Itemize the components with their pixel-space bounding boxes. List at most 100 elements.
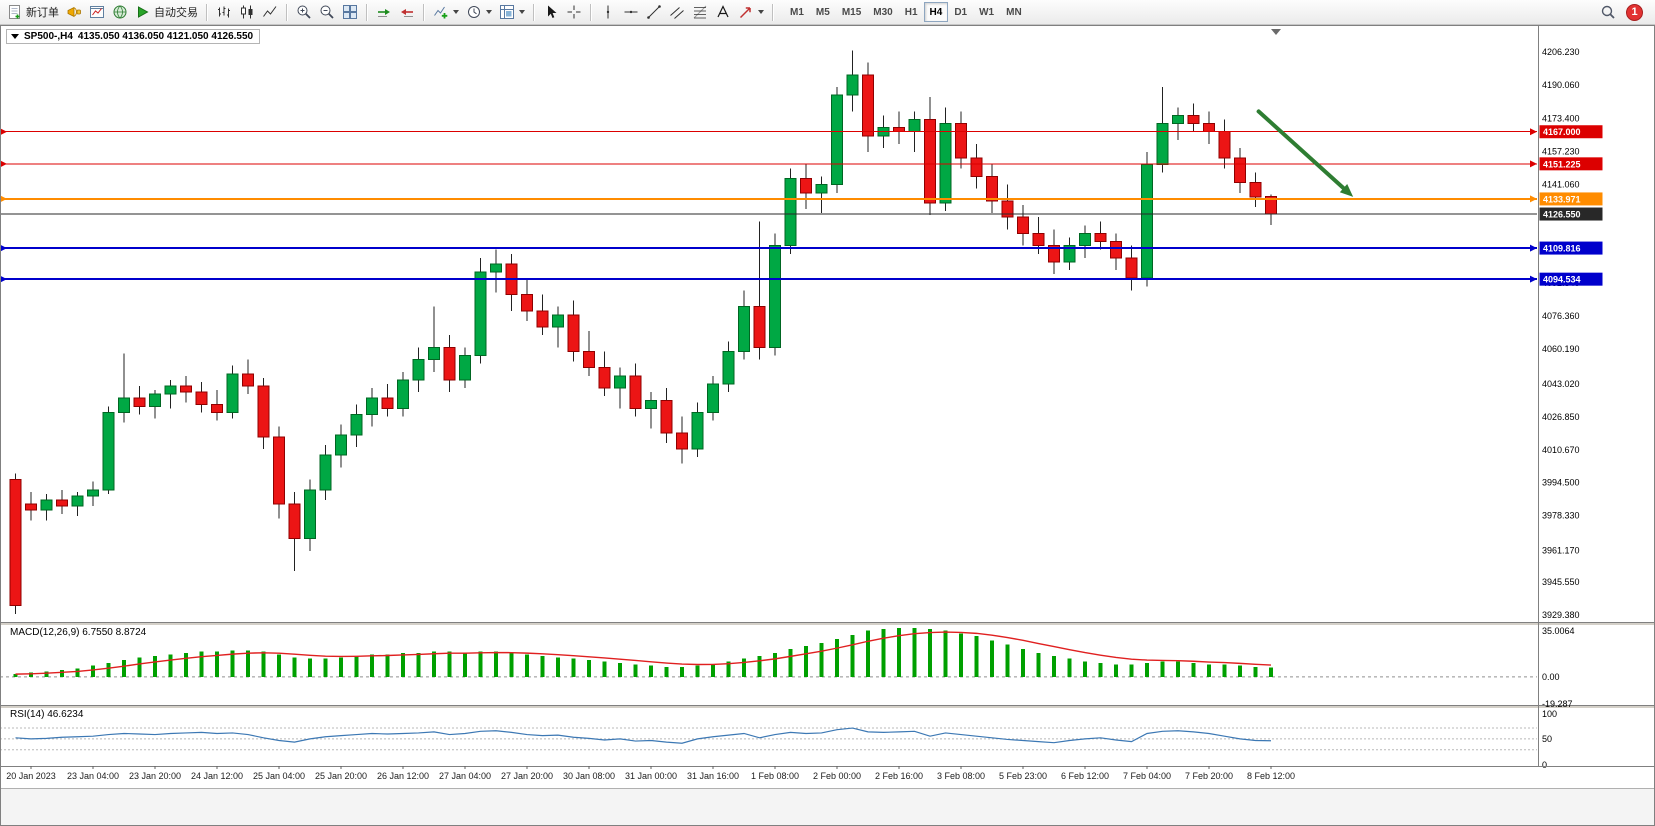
new-order-icon	[7, 4, 23, 20]
svg-text:0.00: 0.00	[1542, 672, 1560, 682]
svg-text:31 Jan 16:00: 31 Jan 16:00	[687, 771, 739, 781]
timeframe-d1-button[interactable]: D1	[948, 2, 973, 22]
indicators-button[interactable]	[430, 2, 462, 23]
toolbar: 新订单 自动交易 M1 M5 M15 M30 H1 H4 D1 W1 MN 1	[0, 0, 1655, 25]
charts-icon	[89, 4, 105, 20]
autotrade-button[interactable]: 自动交易	[132, 2, 201, 23]
svg-text:7 Feb 20:00: 7 Feb 20:00	[1185, 771, 1233, 781]
channel-icon	[669, 4, 685, 20]
timeframe-group: M1 M5 M15 M30 H1 H4 D1 W1 MN	[784, 2, 1028, 22]
zoom-in-icon	[296, 4, 312, 20]
text-icon	[715, 4, 731, 20]
svg-text:7 Feb 04:00: 7 Feb 04:00	[1123, 771, 1171, 781]
svg-text:25 Jan 04:00: 25 Jan 04:00	[253, 771, 305, 781]
vertical-line-button[interactable]	[597, 2, 619, 23]
svg-text:4026.850: 4026.850	[1542, 412, 1580, 422]
line-chart-button[interactable]	[259, 2, 281, 23]
timeframe-m5-button[interactable]: M5	[810, 2, 836, 22]
svg-text:5 Feb 23:00: 5 Feb 23:00	[999, 771, 1047, 781]
dropdown-caret-icon	[486, 10, 492, 14]
collapse-ohlc-icon[interactable]	[11, 34, 19, 39]
svg-text:4167.000: 4167.000	[1543, 127, 1581, 137]
svg-text:4126.550: 4126.550	[1543, 210, 1581, 220]
svg-text:50: 50	[1542, 734, 1552, 744]
timeframe-m15-button[interactable]: M15	[836, 2, 867, 22]
svg-text:24 Jan 12:00: 24 Jan 12:00	[191, 771, 243, 781]
search-button[interactable]	[1597, 2, 1619, 23]
chart-canvas[interactable]: 4206.230 4190.060 4173.400 4157.230 4141.060…	[0, 25, 1655, 826]
symbol-label: SP500-,H4	[24, 31, 73, 42]
timeframe-m30-button[interactable]: M30	[867, 2, 898, 22]
svg-text:23 Jan 04:00: 23 Jan 04:00	[67, 771, 119, 781]
toolbar-separator	[772, 3, 774, 21]
crosshair-button[interactable]	[563, 2, 585, 23]
auto-scroll-button[interactable]	[373, 2, 395, 23]
bar-chart-button[interactable]	[213, 2, 235, 23]
charts-button[interactable]	[86, 2, 108, 23]
chart-shift-button[interactable]	[396, 2, 418, 23]
alerts-button[interactable]	[63, 2, 85, 23]
new-order-button-label: 新订单	[26, 7, 59, 19]
cursor-icon	[543, 4, 559, 20]
svg-text:4109.816: 4109.816	[1543, 244, 1581, 254]
channel-button[interactable]	[666, 2, 688, 23]
timeframe-w1-button[interactable]: W1	[973, 2, 1000, 22]
arrows-button[interactable]	[735, 2, 767, 23]
svg-text:4133.971: 4133.971	[1543, 194, 1581, 204]
text-button[interactable]	[712, 2, 734, 23]
panel-separator-macd[interactable]	[0, 621, 1537, 626]
svg-text:3 Feb 08:00: 3 Feb 08:00	[937, 771, 985, 781]
horizontal-line-button[interactable]	[620, 2, 642, 23]
trendline-button[interactable]	[643, 2, 665, 23]
svg-text:25 Jan 20:00: 25 Jan 20:00	[315, 771, 367, 781]
price-scale[interactable]	[1539, 25, 1655, 766]
trendline-icon	[646, 4, 662, 20]
zoom-out-button[interactable]	[316, 2, 338, 23]
fibonacci-icon	[692, 4, 708, 20]
timeframe-mn-button[interactable]: MN	[1000, 2, 1028, 22]
svg-text:3994.500: 3994.500	[1542, 478, 1580, 488]
horizontal-line-icon	[623, 4, 639, 20]
svg-text:23 Jan 20:00: 23 Jan 20:00	[129, 771, 181, 781]
svg-text:26 Jan 12:00: 26 Jan 12:00	[377, 771, 429, 781]
toolbar-separator	[206, 3, 208, 21]
svg-text:27 Jan 04:00: 27 Jan 04:00	[439, 771, 491, 781]
search-icon	[1600, 4, 1616, 20]
svg-text:3929.380: 3929.380	[1542, 610, 1580, 620]
svg-text:0: 0	[1542, 760, 1547, 770]
timeframe-h4-button[interactable]: H4	[923, 2, 949, 22]
svg-text:4076.360: 4076.360	[1542, 311, 1580, 321]
toolbar-separator	[366, 3, 368, 21]
svg-text:-19.287: -19.287	[1542, 699, 1573, 709]
svg-text:3945.550: 3945.550	[1542, 577, 1580, 587]
bar-chart-icon	[216, 4, 232, 20]
timeframe-m1-button[interactable]: M1	[784, 2, 810, 22]
market-watch-button[interactable]	[109, 2, 131, 23]
timeframe-h1-button[interactable]: H1	[899, 2, 924, 22]
tile-windows-button[interactable]	[339, 2, 361, 23]
time-scale[interactable]	[0, 766, 1537, 788]
svg-text:20 Jan 2023: 20 Jan 2023	[6, 771, 56, 781]
zoom-in-button[interactable]	[293, 2, 315, 23]
periods-button[interactable]	[463, 2, 495, 23]
candlestick-chart-button[interactable]	[236, 2, 258, 23]
cursor-button[interactable]	[540, 2, 562, 23]
svg-text:27 Jan 20:00: 27 Jan 20:00	[501, 771, 553, 781]
alert-count-badge[interactable]: 1	[1626, 3, 1643, 21]
dropdown-caret-icon	[453, 10, 459, 14]
megaphone-icon	[66, 4, 82, 20]
panel-separator-rsi[interactable]	[0, 704, 1537, 709]
crosshair-icon	[566, 4, 582, 20]
template-icon	[499, 4, 515, 20]
ohlc-values: 4135.050 4136.050 4121.050 4126.550	[77, 31, 254, 42]
svg-text:3961.170: 3961.170	[1542, 545, 1580, 555]
autotrade-button-label: 自动交易	[154, 7, 198, 19]
svg-text:4173.400: 4173.400	[1542, 114, 1580, 124]
chart-title: SP500-,H4 4135.050 4136.050 4121.050 412…	[6, 29, 261, 44]
svg-text:100: 100	[1542, 709, 1557, 719]
new-order-button[interactable]: 新订单	[4, 2, 62, 23]
templates-button[interactable]	[496, 2, 528, 23]
fibonacci-button[interactable]	[689, 2, 711, 23]
svg-text:1 Feb 08:00: 1 Feb 08:00	[751, 771, 799, 781]
